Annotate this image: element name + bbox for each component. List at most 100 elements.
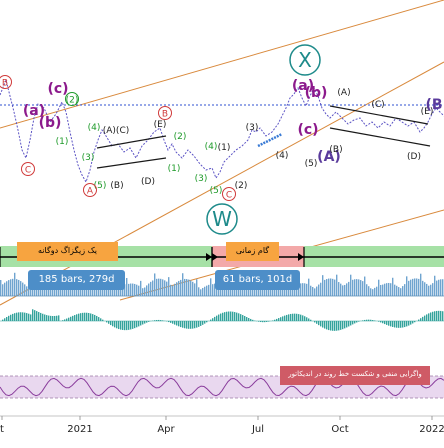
oscillator-bar	[306, 317, 307, 321]
oscillator-bar	[4, 318, 5, 321]
oscillator-bar	[348, 321, 349, 326]
oscillator-bar	[372, 320, 373, 321]
volume-bar	[420, 274, 421, 296]
oscillator-bar	[338, 321, 339, 330]
volume-bar	[174, 284, 175, 296]
wave-label: (b)	[39, 115, 62, 131]
oscillator-bar	[184, 321, 185, 328]
oscillator-bar	[378, 321, 379, 322]
wave-label: C	[25, 166, 31, 176]
oscillator-bar	[368, 320, 369, 321]
oscillator-bar	[10, 315, 11, 321]
volume-bar	[392, 278, 393, 296]
wave-label: A	[87, 187, 94, 197]
volume-bar	[128, 284, 129, 296]
volume-bar	[212, 284, 213, 296]
oscillator-bar	[404, 321, 405, 327]
oscillator-bar	[156, 320, 157, 321]
oscillator-bar	[330, 321, 331, 331]
volume-bar	[338, 282, 339, 296]
volume-bar	[320, 283, 321, 296]
volume-bar	[418, 279, 419, 296]
oscillator-bar	[274, 320, 275, 321]
wave-label: (A)	[337, 88, 350, 98]
oscillator-bar	[334, 321, 335, 331]
oscillator-bar	[402, 321, 403, 328]
volume-bar	[162, 279, 163, 296]
oscillator-bar	[186, 321, 187, 329]
volume-bar	[188, 280, 189, 296]
volume-bar	[362, 281, 363, 296]
wave-label: (B	[425, 97, 442, 113]
oscillator-bar	[126, 321, 127, 330]
oscillator-bar	[138, 321, 139, 326]
volume-bar	[344, 285, 345, 296]
oscillator-bar	[90, 313, 91, 321]
oscillator-bar	[84, 313, 85, 321]
oscillator-bar	[194, 321, 195, 328]
wave-label: (1)	[56, 137, 69, 147]
x-tick-label: Jul	[251, 424, 264, 435]
volume-bar	[114, 289, 115, 296]
volume-bar	[384, 284, 385, 296]
oscillator-bar	[200, 321, 201, 326]
oscillator-bar	[314, 321, 315, 322]
volume-bar	[210, 278, 211, 296]
oscillator-bar	[182, 321, 183, 328]
oscillator-bar	[310, 320, 311, 321]
oscillator-bar	[396, 321, 397, 328]
oscillator-bar	[66, 319, 67, 321]
oscillator-bar	[214, 317, 215, 321]
oscillator-bar	[296, 314, 297, 321]
oscillator-bar	[124, 321, 125, 330]
oscillator-bar	[442, 311, 443, 321]
oscillator-bar	[272, 320, 273, 321]
oscillator-bar	[158, 320, 159, 321]
oscillator-bar	[190, 321, 191, 329]
oscillator-bar	[398, 321, 399, 328]
oscillator-bar	[336, 321, 337, 331]
volume-bar	[194, 283, 195, 296]
volume-bar	[314, 288, 315, 296]
oscillator-bar	[318, 321, 319, 325]
volume-bar	[316, 287, 317, 296]
oscillator-bar	[88, 313, 89, 321]
oscillator-bar	[188, 321, 189, 329]
volume-bar	[192, 282, 193, 296]
volume-bar	[394, 285, 395, 296]
oscillator-bar	[58, 315, 59, 321]
volume-bar	[322, 275, 323, 296]
oscillator-bar	[80, 313, 81, 321]
oscillator-bar	[50, 316, 51, 321]
oscillator-bar	[140, 321, 141, 325]
volume-bar	[402, 286, 403, 296]
oscillator-bar	[22, 312, 23, 321]
oscillator-bar	[12, 314, 13, 321]
volume-bar	[12, 279, 13, 296]
wave-label: (A)(C)	[103, 126, 130, 136]
volume-bar	[438, 280, 439, 296]
oscillator-bar	[100, 318, 101, 321]
volume-bar	[168, 277, 169, 296]
volume-bar	[154, 273, 155, 296]
oscillator-bar	[36, 311, 37, 321]
oscillator-bar	[370, 320, 371, 321]
oscillator-bar	[420, 318, 421, 321]
oscillator-bar	[346, 321, 347, 327]
wave-label: (4)	[205, 142, 218, 152]
volume-bar	[0, 280, 1, 296]
volume-bar	[354, 279, 355, 296]
oscillator-bar	[128, 321, 129, 330]
volume-bar	[134, 284, 135, 296]
volume-bar	[186, 279, 187, 296]
oscillator-bar	[352, 321, 353, 324]
oscillator-bar	[250, 319, 251, 321]
oscillator-bar	[252, 320, 253, 321]
wave-label: (C)	[371, 100, 384, 110]
volume-bar	[358, 279, 359, 296]
oscillator-bar	[18, 312, 19, 321]
volume-bar	[404, 284, 405, 296]
oscillator-bar	[192, 321, 193, 329]
oscillator-bar	[94, 315, 95, 321]
